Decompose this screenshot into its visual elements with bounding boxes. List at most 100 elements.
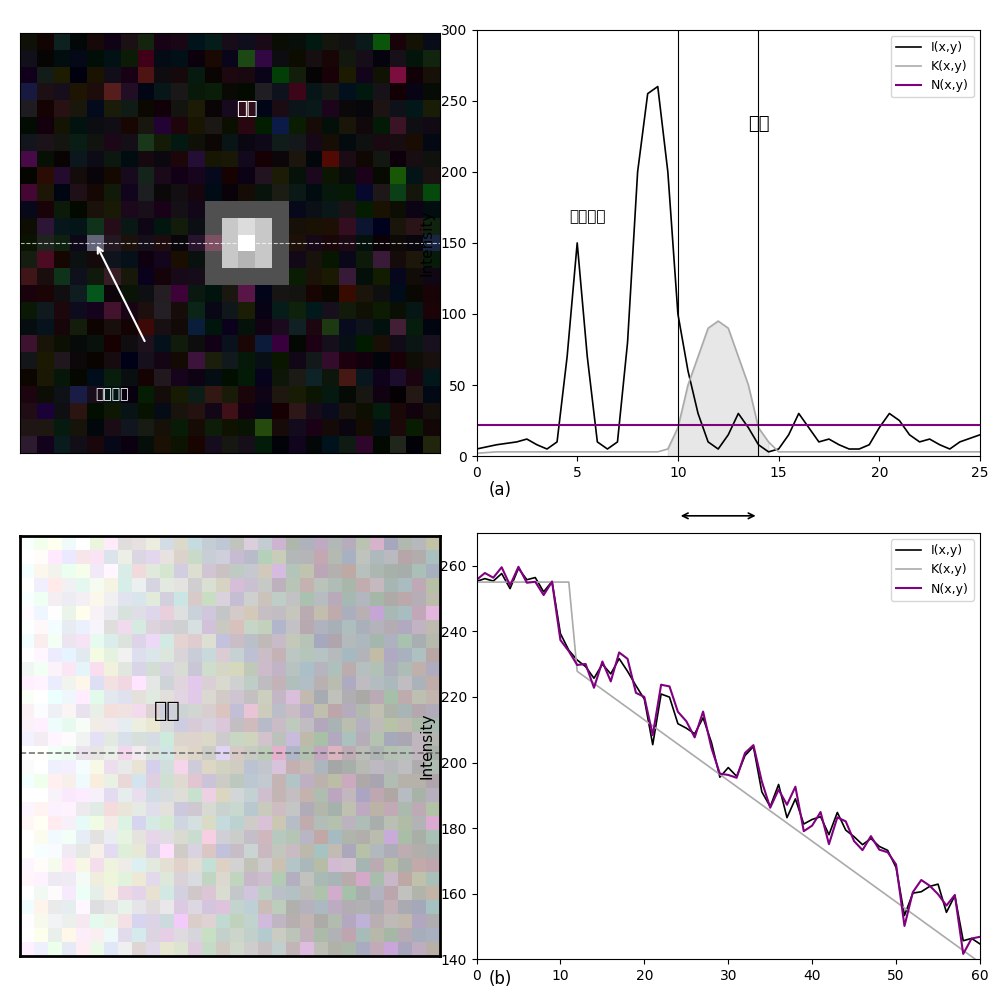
K(x,y) bbox=[974, 446, 986, 458]
I(x,y) bbox=[622, 336, 634, 348]
K(x,y) bbox=[773, 446, 785, 458]
I(x,y) bbox=[732, 407, 744, 419]
N(x,y) bbox=[471, 574, 483, 585]
I(x,y) bbox=[642, 88, 654, 100]
K(x,y) bbox=[833, 446, 845, 458]
I(x,y) bbox=[692, 407, 704, 419]
K(x,y) bbox=[873, 446, 885, 458]
K(x,y) bbox=[974, 956, 986, 968]
N(x,y) bbox=[580, 658, 592, 670]
I(x,y) bbox=[974, 938, 986, 949]
K(x,y) bbox=[954, 446, 966, 458]
I(x,y) bbox=[682, 365, 694, 377]
Legend: I(x,y), K(x,y), N(x,y): I(x,y), K(x,y), N(x,y) bbox=[891, 539, 974, 600]
K(x,y) bbox=[632, 446, 644, 458]
N(x,y) bbox=[957, 948, 969, 960]
N(x,y) bbox=[974, 931, 986, 943]
I(x,y) bbox=[571, 237, 583, 249]
I(x,y) bbox=[793, 407, 805, 419]
Line: I(x,y): I(x,y) bbox=[477, 86, 980, 452]
K(x,y) bbox=[588, 677, 600, 689]
I(x,y) bbox=[596, 659, 608, 671]
I(x,y) bbox=[783, 429, 795, 441]
I(x,y) bbox=[581, 351, 593, 363]
K(x,y) bbox=[813, 446, 825, 458]
K(x,y) bbox=[853, 446, 865, 458]
I(x,y) bbox=[904, 429, 916, 441]
I(x,y) bbox=[561, 351, 573, 363]
I(x,y) bbox=[954, 436, 966, 448]
N(x,y) bbox=[512, 561, 524, 573]
K(x,y) bbox=[793, 446, 805, 458]
I(x,y) bbox=[580, 661, 592, 673]
I(x,y) bbox=[521, 433, 533, 445]
I(x,y) bbox=[747, 741, 759, 753]
I(x,y) bbox=[773, 443, 785, 455]
I(x,y) bbox=[813, 436, 825, 448]
I(x,y) bbox=[833, 439, 845, 451]
I(x,y) bbox=[944, 443, 956, 455]
I(x,y) bbox=[752, 439, 764, 451]
I(x,y) bbox=[914, 436, 926, 448]
K(x,y) bbox=[672, 421, 684, 433]
K(x,y) bbox=[702, 322, 714, 334]
K(x,y) bbox=[491, 446, 503, 458]
K(x,y) bbox=[722, 322, 734, 334]
I(x,y) bbox=[655, 688, 667, 700]
Line: N(x,y): N(x,y) bbox=[477, 567, 980, 954]
K(x,y) bbox=[471, 447, 483, 459]
I(x,y) bbox=[893, 414, 905, 426]
Text: (b): (b) bbox=[488, 970, 512, 988]
Text: 月光: 月光 bbox=[153, 701, 180, 721]
Y-axis label: Intensity: Intensity bbox=[420, 713, 435, 779]
Text: 单点噪声: 单点噪声 bbox=[96, 387, 129, 401]
Text: (a): (a) bbox=[488, 481, 512, 498]
N(x,y) bbox=[596, 656, 608, 668]
K(x,y) bbox=[907, 908, 919, 920]
K(x,y) bbox=[773, 811, 785, 823]
I(x,y) bbox=[512, 563, 524, 575]
Line: I(x,y): I(x,y) bbox=[477, 569, 980, 944]
K(x,y) bbox=[662, 443, 674, 455]
I(x,y) bbox=[702, 436, 714, 448]
I(x,y) bbox=[712, 443, 724, 455]
K(x,y) bbox=[914, 446, 926, 458]
I(x,y) bbox=[662, 166, 674, 178]
N(x,y) bbox=[781, 799, 793, 811]
N(x,y) bbox=[747, 739, 759, 751]
I(x,y) bbox=[974, 429, 986, 441]
K(x,y) bbox=[763, 436, 775, 448]
K(x,y) bbox=[712, 315, 724, 327]
I(x,y) bbox=[511, 436, 523, 448]
I(x,y) bbox=[915, 886, 927, 898]
I(x,y) bbox=[491, 439, 503, 451]
I(x,y) bbox=[531, 439, 543, 451]
I(x,y) bbox=[591, 436, 603, 448]
N(x,y) bbox=[915, 874, 927, 886]
K(x,y) bbox=[571, 666, 583, 677]
I(x,y) bbox=[843, 443, 855, 455]
K(x,y) bbox=[692, 351, 704, 363]
K(x,y) bbox=[742, 379, 754, 391]
Line: K(x,y): K(x,y) bbox=[477, 583, 980, 962]
K(x,y) bbox=[652, 446, 664, 458]
I(x,y) bbox=[803, 421, 815, 433]
K(x,y) bbox=[647, 720, 659, 732]
K(x,y) bbox=[511, 446, 523, 458]
K(x,y) bbox=[682, 379, 694, 391]
Text: 星点: 星点 bbox=[236, 100, 257, 118]
I(x,y) bbox=[883, 407, 895, 419]
I(x,y) bbox=[863, 439, 875, 451]
Text: 星点: 星点 bbox=[748, 115, 769, 134]
K(x,y) bbox=[531, 446, 543, 458]
I(x,y) bbox=[873, 421, 885, 433]
I(x,y) bbox=[853, 443, 865, 455]
K(x,y) bbox=[739, 787, 751, 799]
I(x,y) bbox=[471, 576, 483, 587]
N(x,y) bbox=[655, 678, 667, 690]
K(x,y) bbox=[551, 446, 563, 458]
I(x,y) bbox=[471, 443, 483, 455]
Text: 单点噪声: 单点噪声 bbox=[569, 210, 606, 225]
I(x,y) bbox=[924, 433, 936, 445]
I(x,y) bbox=[611, 436, 623, 448]
